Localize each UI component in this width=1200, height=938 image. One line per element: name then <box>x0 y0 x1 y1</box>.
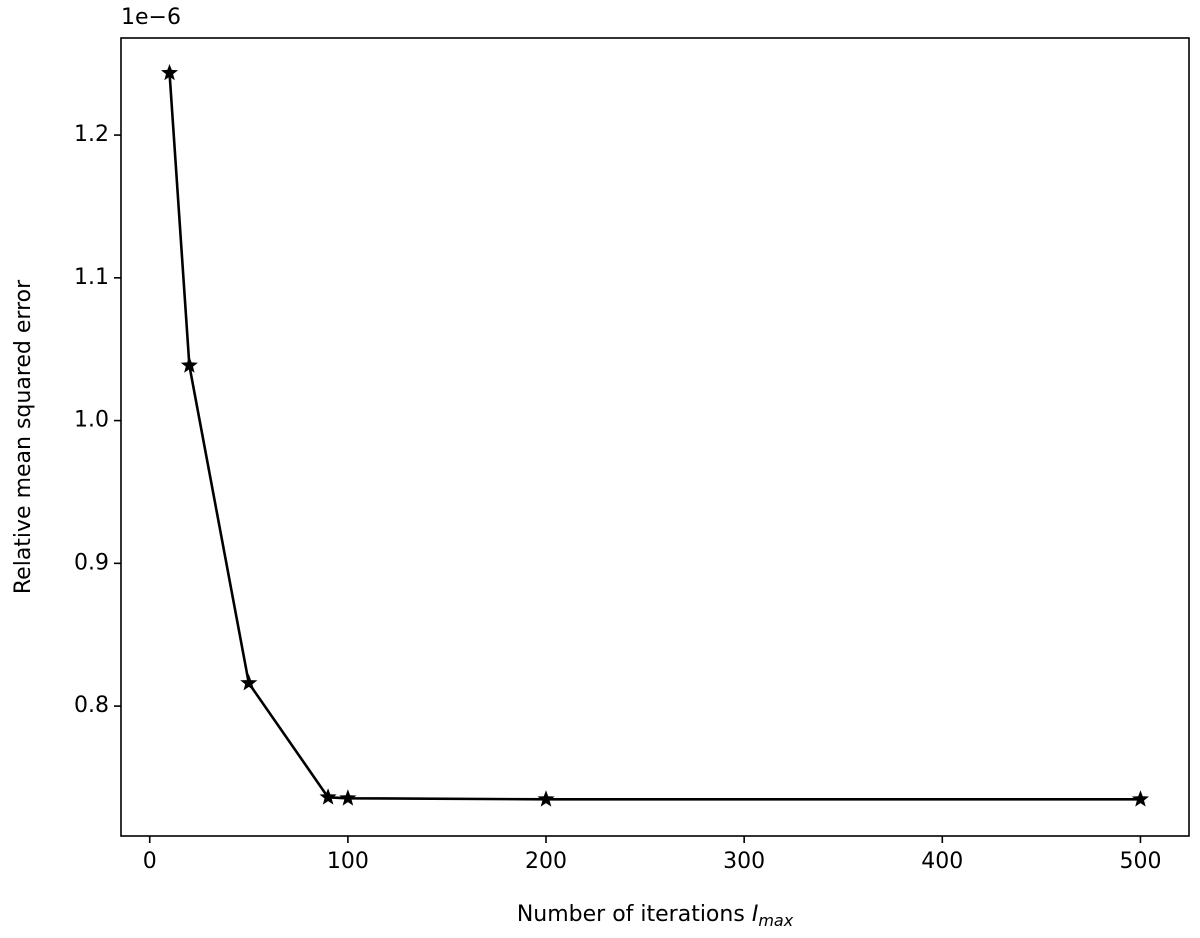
marker <box>180 356 198 373</box>
marker <box>161 64 179 81</box>
marker <box>339 789 357 806</box>
x-axis-label: Number of iterations Imax <box>517 902 794 930</box>
x-tick-label: 400 <box>921 849 963 874</box>
x-label-symbol: I <box>752 902 759 927</box>
x-tick-label: 500 <box>1119 849 1161 874</box>
marker <box>537 790 555 807</box>
x-label-subscript: max <box>758 911 793 930</box>
x-tick-label: 100 <box>327 849 369 874</box>
marker <box>240 674 258 691</box>
offset-text: 1e−6 <box>121 5 181 30</box>
y-tick-label: 1.1 <box>74 265 109 290</box>
y-tick-label: 0.8 <box>74 693 109 718</box>
marker <box>319 788 337 805</box>
x-tick-label: 300 <box>723 849 765 874</box>
y-tick-label: 1.2 <box>74 122 109 147</box>
plot-frame <box>120 37 1190 837</box>
y-tick-label: 1.0 <box>74 408 109 433</box>
y-tick-label: 0.9 <box>74 550 109 575</box>
x-tick-label: 0 <box>143 849 157 874</box>
line <box>168 72 1141 801</box>
y-axis-label: Relative mean squared error <box>11 279 36 594</box>
x-tick-label: 200 <box>525 849 567 874</box>
x-label-text: Number of iterations <box>517 902 745 927</box>
marker <box>1131 790 1149 807</box>
